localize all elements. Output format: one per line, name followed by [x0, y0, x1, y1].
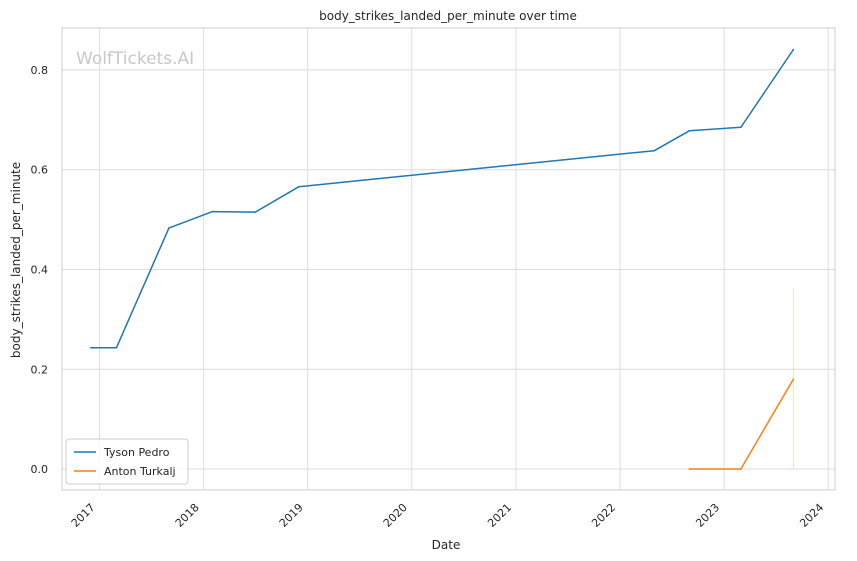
watermark: WolfTickets.AI — [76, 49, 194, 69]
data-point-anton-turkalj — [740, 468, 742, 470]
y-axis-label: body_strikes_landed_per_minute — [9, 162, 23, 358]
y-axis: 0.0 0.2 0.4 0.6 0.8 — [31, 64, 49, 476]
series-layer — [89, 48, 795, 470]
x-axis: 2017 2018 2019 2020 2021 2022 2023 2024 — [69, 501, 827, 530]
x-tick-label: 2023 — [693, 501, 722, 530]
data-point-tyson-pedro — [168, 227, 170, 229]
legend-box — [65, 438, 189, 485]
x-tick-label: 2020 — [381, 501, 410, 530]
data-point-tyson-pedro — [211, 210, 214, 213]
x-tick-label: 2018 — [173, 501, 202, 530]
data-point-anton-turkalj — [792, 378, 795, 381]
gridlines — [62, 28, 835, 490]
data-point-tyson-pedro — [254, 211, 257, 213]
y-tick-label: 0.0 — [31, 463, 49, 476]
x-tick-label: 2017 — [69, 501, 98, 530]
data-point-tyson-pedro — [115, 347, 118, 349]
legend-label-tyson-pedro: Tyson Pedro — [103, 446, 170, 459]
x-tick-label: 2021 — [485, 501, 514, 530]
legend: Tyson Pedro Anton Turkalj — [65, 438, 189, 485]
data-point-tyson-pedro — [298, 185, 300, 188]
data-point-tyson-pedro — [89, 347, 92, 349]
x-tick-label: 2022 — [589, 501, 618, 530]
data-point-tyson-pedro — [740, 126, 742, 129]
series-line-anton-turkalj — [689, 378, 795, 470]
plot-frame — [61, 27, 836, 491]
data-point-anton-turkalj — [688, 468, 691, 470]
y-tick-label: 0.4 — [31, 263, 49, 276]
x-tick-label: 2024 — [797, 501, 826, 530]
x-tick-label: 2019 — [277, 501, 306, 530]
data-point-tyson-pedro — [688, 129, 691, 132]
x-axis-label: Date — [432, 538, 461, 552]
series-line-tyson-pedro — [90, 49, 795, 349]
y-tick-label: 0.2 — [31, 363, 49, 376]
chart-title: body_strikes_landed_per_minute over time — [319, 9, 577, 23]
data-point-tyson-pedro — [653, 149, 656, 152]
y-tick-label: 0.8 — [31, 64, 49, 77]
data-point-tyson-pedro — [792, 48, 795, 51]
legend-label-anton-turkalj: Anton Turkalj — [104, 465, 176, 478]
y-tick-label: 0.6 — [31, 164, 49, 177]
